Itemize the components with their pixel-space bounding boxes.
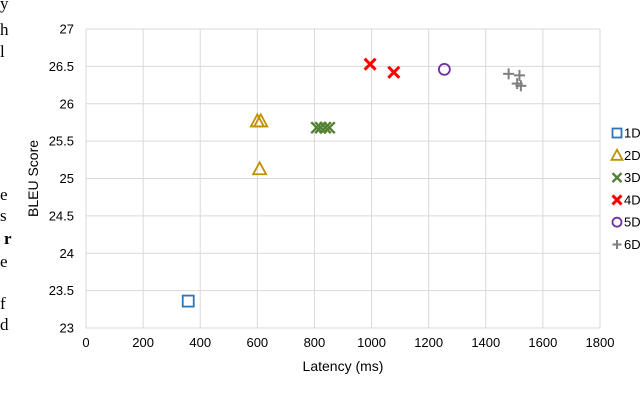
page-text-fragment: y <box>0 0 9 13</box>
legend-marker <box>611 127 623 139</box>
legend-marker <box>611 194 623 206</box>
legend-marker <box>611 172 623 183</box>
x-tick-label: 800 <box>304 335 326 350</box>
data-point-6d <box>503 68 515 80</box>
legend-label: 2D <box>624 148 640 163</box>
x-tick-label: 1000 <box>357 335 386 350</box>
page-text-fragment: e <box>0 252 8 271</box>
x-axis-title: Latency (ms) <box>303 358 384 374</box>
x-tick-label: 1400 <box>471 335 500 350</box>
page-text-fragment: h <box>0 20 9 39</box>
page-text-fragment: r <box>4 229 12 248</box>
legend-item-2d: 2D <box>609 147 640 163</box>
legend-marker <box>611 216 623 228</box>
legend-marker <box>612 240 622 249</box>
legend-label: 5D <box>624 215 640 230</box>
data-point-3d <box>318 121 332 135</box>
legend-label: 3D <box>624 170 640 185</box>
legend-item-1d: 1D <box>611 126 640 141</box>
legend-item-5d: 5D <box>611 215 640 230</box>
y-tick-label: 25 <box>60 171 74 186</box>
y-tick-label: 26 <box>60 96 74 111</box>
gridlines <box>85 28 601 329</box>
legend-marker <box>609 147 625 161</box>
page-text-fragment: l <box>0 42 5 61</box>
data-point-6d <box>515 80 527 92</box>
x-tick-label: 400 <box>189 335 211 350</box>
x-tick-label: 1800 <box>586 335 615 350</box>
x-tick-label: 0 <box>82 335 89 350</box>
data-point-6d <box>513 69 525 81</box>
legend-label: 1D <box>624 126 640 141</box>
data-point-4d <box>363 57 377 71</box>
page-text-fragment: e <box>0 185 8 204</box>
y-tick-label: 23 <box>60 321 74 336</box>
page-text-fragment: d <box>0 315 9 334</box>
data-point-3d <box>322 121 336 135</box>
legend-label: 4D <box>624 192 640 207</box>
legend: 1D 2D 3D 4D 5D 6D <box>609 126 640 252</box>
x-tick-label: 1200 <box>414 335 443 350</box>
y-tick-label: 26.5 <box>49 59 74 74</box>
y-tick-label: 24 <box>60 246 74 261</box>
x-tick-label: 600 <box>246 335 268 350</box>
data-point-4d <box>387 65 401 79</box>
y-tick-label: 27 <box>60 22 74 37</box>
tick-labels: 0 200 400 600 800 1000 1200 1400 1600 1800 23 23.5 2… <box>49 22 615 351</box>
legend-item-6d: 6D <box>612 237 640 252</box>
page-text-fragment: s <box>0 206 7 225</box>
data-point-2d <box>251 160 268 176</box>
data-point-2d <box>252 112 269 128</box>
x-tick-label: 1600 <box>528 335 557 350</box>
data-points <box>181 57 527 308</box>
legend-item-3d: 3D <box>611 170 640 185</box>
y-axis-title: BLEU Score <box>25 140 41 217</box>
legend-item-4d: 4D <box>611 192 640 207</box>
x-tick-label: 200 <box>132 335 154 350</box>
page-text-fragment: f <box>0 294 6 313</box>
data-point-1d <box>181 294 195 308</box>
y-tick-label: 24.5 <box>49 208 74 223</box>
y-tick-label: 25.5 <box>49 134 74 149</box>
legend-label: 6D <box>624 237 640 252</box>
y-tick-label: 23.5 <box>49 283 74 298</box>
data-point-5d <box>437 62 451 76</box>
